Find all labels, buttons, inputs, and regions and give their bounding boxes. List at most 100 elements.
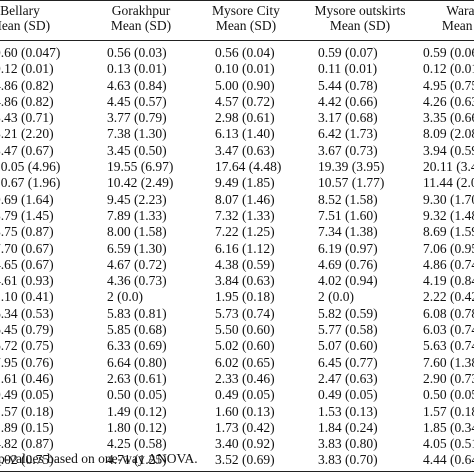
table-cell-mysore-city: 3.40 (0.92) (215, 436, 275, 452)
table-cell-bellary: 0.49 (0.05) (0, 387, 54, 403)
table-row: 9.69 (1.64) 9.45 (2.23) 8.07 (1.46) 8.52 (1… (0, 192, 474, 208)
table-cell-warangal: 9.32 (1.48) (423, 207, 474, 223)
table-bottom-rule (0, 471, 474, 472)
column-header-name: Warangal (446, 3, 474, 18)
table-cell-gorakhpur: 2.63 (0.61) (107, 370, 167, 386)
table-cell-gorakhpur: 6.59 (1.30) (107, 240, 167, 256)
table-cell-mysore-city: 0.49 (0.05) (215, 387, 275, 403)
table-cell-mysore-city: 5.50 (0.60) (215, 322, 275, 338)
table-cell-bellary: 4.82 (0.87) (0, 436, 54, 452)
table-cell-warangal: 9.30 (1.70) (423, 191, 474, 207)
table-cell-mysore-outskirts: 7.34 (1.38) (318, 224, 378, 240)
table-cell-warangal: 4.86 (0.74) (423, 256, 474, 272)
table-cell-mysore-city: 5.73 (0.74) (215, 305, 275, 321)
column-header-subheader: Mean (SD) (110, 18, 172, 33)
table-cell-mysore-city: 9.49 (1.85) (215, 175, 275, 191)
table-row: 7.95 (0.76) 6.64 (0.80) 6.02 (0.65) 6.45 (0… (0, 355, 474, 371)
table-cell-bellary: 3.43 (0.71) (0, 110, 54, 126)
table-cell-gorakhpur: 1.49 (0.12) (107, 403, 167, 419)
table-cell-gorakhpur: 9.45 (2.23) (107, 191, 167, 207)
table-row: 1.89 (0.15) 1.80 (0.12) 1.73 (0.42) 1.84 (0… (0, 420, 474, 436)
table-cell-warangal: 4.44 (0.64) (423, 452, 474, 468)
table-cell-mysore-city: 6.16 (1.12) (215, 240, 275, 256)
table-header-rule (0, 40, 474, 41)
table-row: 8.21 (2.20) 7.38 (1.30) 6.13 (1.40) 6.42 (1… (0, 126, 474, 142)
table-row: 1.57 (0.18) 1.49 (0.12) 1.60 (0.13) 1.53 (0… (0, 404, 474, 420)
table-cell-mysore-city: 7.32 (1.33) (215, 207, 275, 223)
table-cell-mysore-outskirts: 6.42 (1.73) (318, 126, 378, 142)
table-cell-mysore-city: 7.22 (1.25) (215, 224, 275, 240)
table-cell-warangal: 0.50 (0.05) (423, 387, 474, 403)
column-header-bellary: Bellary Mean (SD) (0, 3, 60, 33)
table-cell-bellary: 2.61 (0.46) (0, 370, 54, 386)
column-header-mysore-outskirts: Mysore outskirts Mean (SD) (300, 3, 420, 33)
table-cell-mysore-outskirts: 3.83 (0.70) (318, 452, 378, 468)
column-header-mysore-city: Mysore City Mean (SD) (196, 3, 296, 33)
table-cell-gorakhpur: 0.13 (0.01) (107, 61, 167, 77)
column-header-name: Bellary (0, 3, 40, 18)
table-row: 2.10 (0.41) 2 (0.0) 1.95 (0.18) 2 (0.0) 2.22… (0, 289, 474, 305)
table-cell-gorakhpur: 4.45 (0.57) (107, 93, 167, 109)
table-row: 4.86 (0.82) 4.63 (0.84) 5.00 (0.90) 5.44 (0… (0, 78, 474, 94)
table-cell-mysore-city: 1.73 (0.42) (215, 419, 275, 435)
table-cell-mysore-city: 1.60 (0.13) (215, 403, 275, 419)
table-cell-warangal: 2.90 (0.73) (423, 370, 474, 386)
table-cell-mysore-city: 3.47 (0.63) (215, 142, 275, 158)
table-cell-gorakhpur: 6.64 (0.80) (107, 354, 167, 370)
table-cell-bellary: 4.65 (0.67) (0, 256, 54, 272)
table-cell-mysore-outskirts: 4.42 (0.66) (318, 93, 378, 109)
table-cell-gorakhpur: 7.38 (1.30) (107, 126, 167, 142)
table-cell-bellary: 8.21 (2.20) (0, 126, 54, 142)
table-row: 7.70 (0.67) 6.59 (1.30) 6.16 (1.12) 6.19 (0… (0, 241, 474, 257)
table-row: 6.34 (0.53) 5.83 (0.81) 5.73 (0.74) 5.82 (0… (0, 306, 474, 322)
table-cell-gorakhpur: 6.33 (0.69) (107, 338, 167, 354)
column-header-gorakhpur: Gorakhpur Mean (SD) (96, 3, 186, 33)
table-cell-warangal: 0.12 (0.01) (423, 61, 474, 77)
table-cell-gorakhpur: 10.42 (2.49) (107, 175, 174, 191)
table-cell-gorakhpur: 4.36 (0.73) (107, 273, 167, 289)
column-header-name: Gorakhpur (111, 3, 171, 18)
table-cell-gorakhpur: 2 (0.0) (107, 289, 143, 305)
table-cell-mysore-outskirts: 5.77 (0.58) (318, 322, 378, 338)
table-top-rule (0, 0, 474, 1)
table-cell-gorakhpur: 1.80 (0.12) (107, 419, 167, 435)
table-row: 4.86 (0.82) 4.45 (0.57) 4.57 (0.72) 4.42 (0… (0, 94, 474, 110)
table-cell-bellary: 7.70 (0.67) (0, 240, 54, 256)
table-cell-mysore-outskirts: 0.11 (0.01) (318, 61, 378, 77)
table-cell-bellary: 4.86 (0.82) (0, 77, 54, 93)
column-header-subheader: Mean (SD) (215, 18, 277, 33)
table-row: 4.82 (0.87) 4.25 (0.58) 3.40 (0.92) 3.83 (0… (0, 436, 474, 452)
table-cell-gorakhpur: 4.63 (0.84) (107, 77, 167, 93)
table-cell-mysore-outskirts: 19.39 (3.95) (318, 159, 385, 175)
table-cell-gorakhpur: 0.56 (0.03) (107, 45, 167, 60)
table-row: 0.12 (0.01) 0.13 (0.01) 0.10 (0.01) 0.11 (0… (0, 61, 474, 77)
table-cell-warangal: 7.60 (1.38) (423, 354, 474, 370)
table-cell-mysore-outskirts: 0.49 (0.05) (318, 387, 378, 403)
table-cell-bellary: 6.72 (0.75) (0, 338, 54, 354)
table-cell-mysore-city: 4.57 (0.72) (215, 93, 275, 109)
table-row: 8.79 (1.45) 7.89 (1.33) 7.32 (1.33) 7.51 (1… (0, 208, 474, 224)
table-cell-gorakhpur: 19.55 (6.97) (107, 159, 174, 175)
table-cell-mysore-outskirts: 2.47 (0.63) (318, 370, 378, 386)
table-cell-mysore-outskirts: 4.02 (0.94) (318, 273, 378, 289)
table-cell-mysore-city: 1.95 (0.18) (215, 289, 275, 305)
table-cell-bellary: 8.79 (1.45) (0, 207, 54, 223)
table-cell-mysore-outskirts: 7.51 (1.60) (318, 207, 378, 223)
table-cell-gorakhpur: 8.00 (1.58) (107, 224, 167, 240)
table-cell-warangal: 8.69 (1.59) (423, 224, 474, 240)
table-cell-bellary: 7.95 (0.76) (0, 354, 54, 370)
table-row: 0.60 (0.047) 0.56 (0.03) 0.56 (0.04) 0.59 (… (0, 45, 474, 61)
table-cell-warangal: 4.26 (0.63) (423, 93, 474, 109)
table-cell-mysore-city: 4.38 (0.59) (215, 256, 275, 272)
table-cell-mysore-outskirts: 4.69 (0.76) (318, 256, 378, 272)
table-cell-mysore-outskirts: 10.57 (1.77) (318, 175, 385, 191)
table-cell-bellary: 6.34 (0.53) (0, 305, 54, 321)
table-cell-bellary: 1.57 (0.18) (0, 403, 54, 419)
table-cell-mysore-city: 5.02 (0.60) (215, 338, 275, 354)
table-cell-gorakhpur: 4.71 (1.25) (107, 452, 167, 468)
column-header-name: Mysore City (212, 3, 280, 18)
table-cell-warangal: 3.94 (0.59) (423, 142, 474, 158)
table-cell-mysore-city: 0.56 (0.04) (215, 45, 275, 60)
column-header-name: Mysore outskirts (314, 3, 406, 18)
table-cell-mysore-outskirts: 5.82 (0.59) (318, 305, 378, 321)
